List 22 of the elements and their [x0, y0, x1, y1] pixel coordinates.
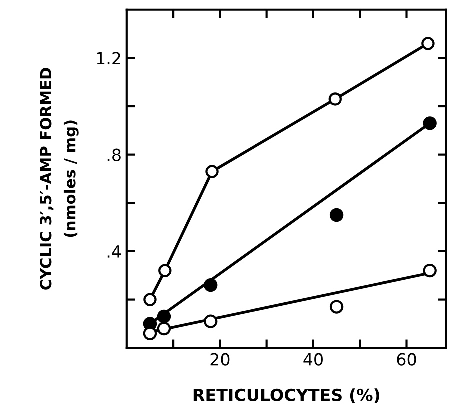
point: [157, 310, 172, 324]
point: [422, 37, 435, 50]
point: [158, 264, 172, 278]
y-axis-title: CYCLIC 3′,5′-AMP FORMED (nmoles / mg): [40, 68, 79, 290]
point: [330, 300, 344, 314]
y-tick-label: .4: [108, 246, 122, 258]
x-tick-label: 60: [397, 353, 416, 366]
point: [206, 165, 219, 178]
point: [328, 92, 342, 106]
point: [204, 278, 218, 292]
y-tick-label: .8: [108, 148, 121, 162]
x-axis-title: RETICULOCYTES (%): [194, 388, 380, 404]
x-tick-label: 40: [304, 353, 323, 366]
point: [157, 322, 172, 336]
point: [144, 293, 157, 306]
y-tick-label: 1.2: [97, 52, 120, 65]
point: [423, 264, 437, 278]
point: [330, 208, 344, 222]
x-tick-label: 20: [210, 353, 230, 366]
point: [143, 326, 158, 340]
point: [204, 314, 218, 328]
point: [423, 116, 437, 130]
